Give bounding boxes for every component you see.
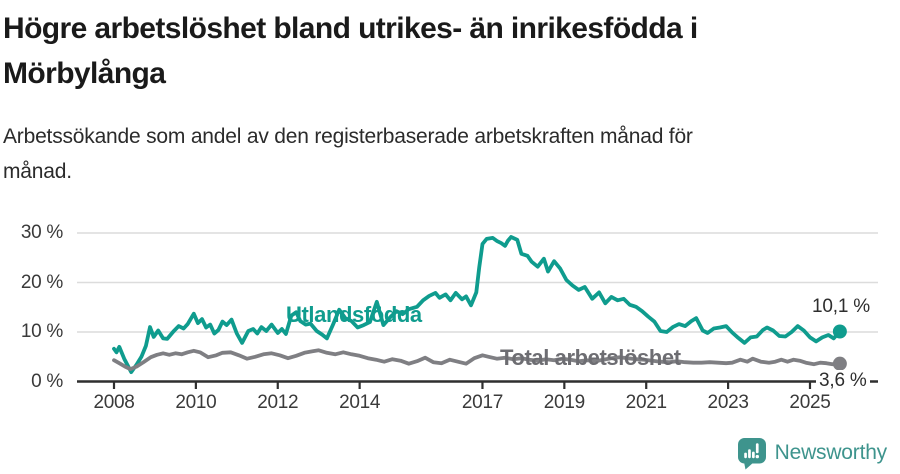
newsworthy-logo-icon [737, 437, 766, 469]
chart-subtitle-line-1: Arbetssökande som andel av den registerb… [3, 125, 693, 148]
newsworthy-logo-link[interactable]: Newsworthy [737, 436, 887, 470]
chart-subtitle: Arbetssökande som andel av den registerb… [3, 119, 863, 189]
chart-title: Högre arbetslöshet bland utrikes- än inr… [3, 6, 863, 96]
series-end-dot-total [832, 356, 847, 371]
chart-subtitle-line-2: månad. [3, 160, 72, 183]
series-end-dot-utlandsfodda [832, 324, 847, 339]
newsworthy-brand-text: Newsworthy [774, 441, 888, 464]
series-line-utlandsfodda [112, 235, 842, 374]
chart-title-line-1: Högre arbetslöshet bland utrikes- än inr… [3, 12, 698, 45]
chart-title-line-2: Mörbylånga [3, 57, 166, 90]
series-line-total [112, 348, 842, 371]
